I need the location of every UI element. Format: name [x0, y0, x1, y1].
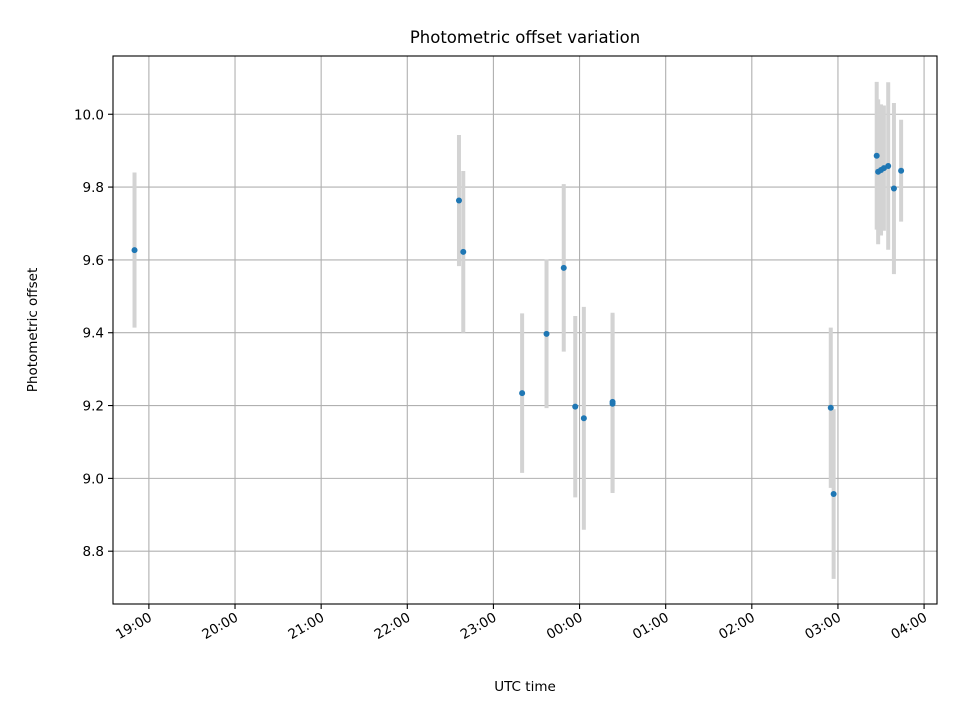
y-tick-label: 9.4 — [83, 326, 104, 342]
x-axis-label: UTC time — [494, 679, 556, 695]
data-point — [890, 185, 897, 192]
data-point — [609, 400, 616, 407]
data-point — [543, 330, 550, 337]
data-points — [131, 152, 905, 498]
data-point — [830, 491, 837, 498]
data-point — [580, 415, 587, 422]
data-point — [873, 152, 880, 159]
data-point — [885, 162, 892, 169]
data-point — [460, 248, 467, 255]
y-tick-label: 8.8 — [83, 544, 104, 560]
grid — [113, 56, 937, 604]
y-axis-label: Photometric offset — [25, 268, 41, 392]
y-tick-label: 10.0 — [74, 107, 104, 123]
axes-frame — [112, 55, 938, 605]
data-point — [572, 403, 579, 410]
y-tick-label: 9.0 — [83, 471, 104, 487]
data-point — [827, 404, 834, 411]
data-point — [898, 167, 905, 174]
y-tick-label: 9.6 — [83, 253, 104, 269]
y-tick-label: 9.8 — [83, 180, 104, 196]
plot-area-background — [113, 56, 937, 604]
data-point — [519, 390, 526, 397]
data-point — [131, 247, 138, 254]
data-point — [455, 197, 462, 204]
chart-title: Photometric offset variation — [410, 28, 640, 47]
y-tick-label: 9.2 — [83, 399, 104, 415]
data-point — [560, 264, 567, 271]
